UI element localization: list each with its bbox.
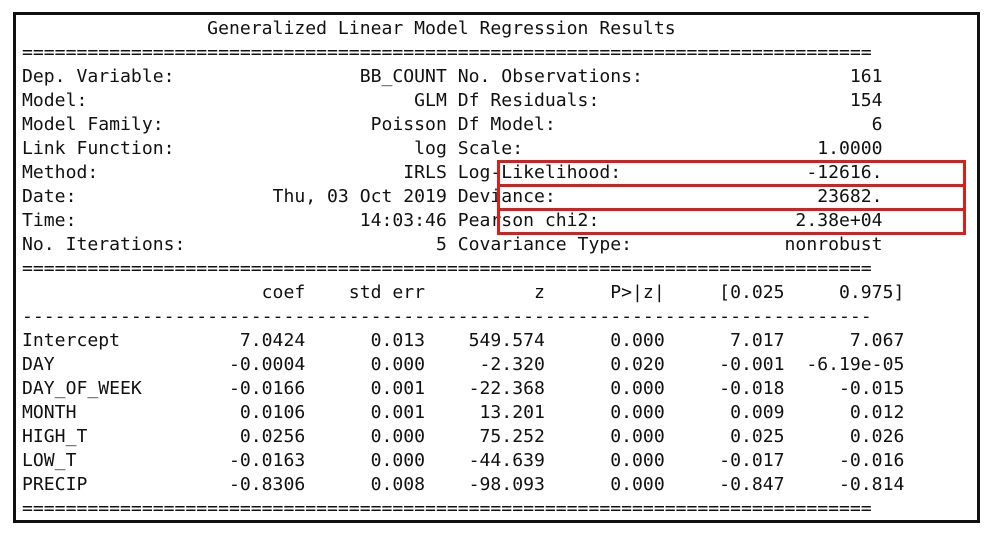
coef-row: DAY -0.0004 0.000 -2.320 0.020 -0.001 -6… (22, 354, 905, 375)
highlight-box (497, 208, 966, 235)
stat-row: Link Function: log Scale: 1.0000 (22, 138, 883, 159)
stat-row: Model: GLM Df Residuals: 154 (22, 90, 883, 111)
stat-row: Date: Thu, 03 Oct 2019 Deviance: 23682. (22, 186, 883, 207)
highlight-box (497, 160, 966, 187)
coef-row: HIGH_T 0.0256 0.000 75.252 0.000 0.025 0… (22, 426, 905, 447)
stat-row: No. Iterations: 5 Covariance Type: nonro… (22, 234, 883, 255)
stat-row: Dep. Variable: BB_COUNT No. Observations… (22, 66, 883, 87)
double-rule: ========================================… (22, 498, 872, 519)
coef-row: DAY_OF_WEEK -0.0166 0.001 -22.368 0.000 … (22, 378, 905, 399)
coef-row: LOW_T -0.0163 0.000 -44.639 0.000 -0.017… (22, 450, 905, 471)
coef-row: MONTH 0.0106 0.001 13.201 0.000 0.009 0.… (22, 402, 905, 423)
double-rule: ========================================… (22, 258, 872, 279)
double-rule: ========================================… (22, 42, 872, 63)
stat-row: Model Family: Poisson Df Model: 6 (22, 114, 883, 135)
stat-row: Time: 14:03:46 Pearson chi2: 2.38e+04 (22, 210, 883, 231)
table-title: Generalized Linear Model Regression Resu… (22, 18, 872, 39)
highlight-box (497, 184, 966, 211)
single-rule: ----------------------------------------… (22, 306, 872, 327)
coef-row: PRECIP -0.8306 0.008 -98.093 0.000 -0.84… (22, 474, 905, 495)
coef-header: coef std err z P>|z| [0.025 0.975] (22, 282, 905, 303)
coef-row: Intercept 7.0424 0.013 549.574 0.000 7.0… (22, 330, 905, 351)
results-frame (13, 12, 980, 523)
